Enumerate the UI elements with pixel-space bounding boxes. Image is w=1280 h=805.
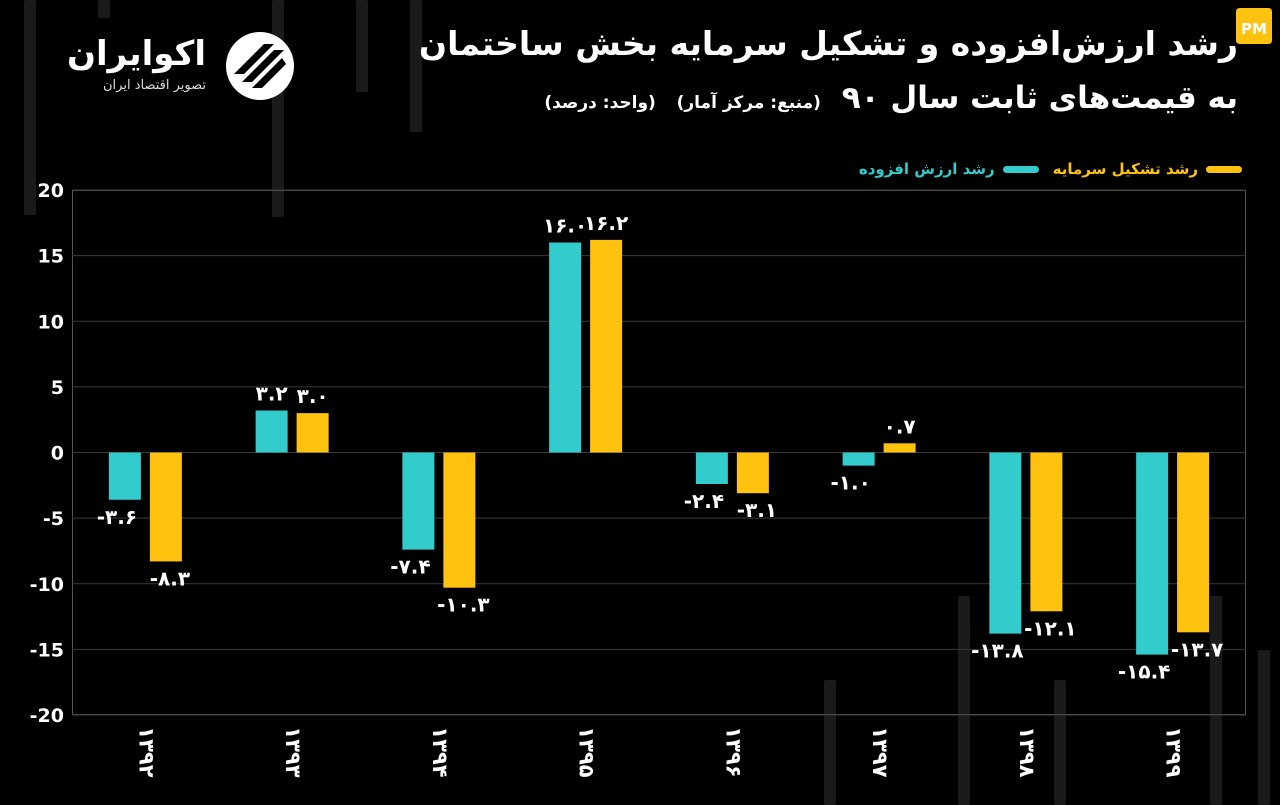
bar-value-added [549,242,582,453]
bar-value-added [402,452,435,550]
title-line-2-text: به قیمت‌های ثابت سال ۹۰ [841,80,1238,116]
bar-value-added [108,452,141,500]
data-label: -۳.۶ [97,505,137,529]
legend-label-capital-formation: رشد تشکیل سرمایه [1052,160,1198,178]
y-tick-label: 5 [51,377,64,399]
y-tick-label: -10 [30,574,64,596]
data-label: -۱.۰ [830,471,870,495]
bar-capital-formation [736,452,769,494]
x-tick-label: ۱۳۹۳ [281,726,305,777]
data-label: -۲.۴ [684,489,724,513]
chart-title: رشد ارزش‌افزوده و تشکیل سرمایه بخش ساختم… [419,20,1238,127]
y-tick-label: 10 [38,311,64,333]
y-tick-label: 20 [38,180,64,202]
data-label: ۱۶.۲ [584,211,628,235]
bar-capital-formation [883,443,916,453]
y-tick-label: 15 [38,246,64,268]
unit-note: (واحد: درصد) [544,93,656,113]
data-label: -۱۳.۸ [971,639,1024,663]
source-note: (منبع: مرکز آمار) [676,93,821,113]
bar-value-added [1136,452,1169,655]
chart-legend: رشد تشکیل سرمایه رشد ارزش افزوده [859,160,1242,178]
legend-swatch-capital-formation [1206,165,1242,173]
bar-capital-formation [1177,452,1210,633]
brand-logo-icon [226,32,294,100]
legend-item-capital-formation: رشد تشکیل سرمایه [1053,160,1242,178]
bar-value-added [695,452,728,484]
legend-label-value-added: رشد ارزش افزوده [858,160,995,178]
y-tick-label: -5 [43,508,64,530]
brand-logo-text: اکوایران تصویر اقتصاد ایران [46,34,206,93]
bar-capital-formation [1030,452,1063,612]
data-label: ۳.۲ [256,382,288,406]
data-label: -۱۰.۳ [437,593,490,617]
legend-item-value-added: رشد ارزش افزوده [859,160,1039,178]
bar-value-added [842,452,875,466]
data-label: -۱۲.۱ [1024,616,1077,640]
brand-name: اکوایران [67,34,206,74]
pm-badge-icon: PM [1236,8,1272,44]
data-label: -۱۵.۴ [1118,660,1171,684]
x-tick-label: ۱۳۹۶ [721,726,745,777]
x-tick-label: ۱۳۹۹ [1162,726,1186,777]
brand-tagline: تصویر اقتصاد ایران [103,78,206,93]
bar-value-added [255,410,288,453]
data-label: ۱۶.۰ [543,214,587,238]
bar-value-added [989,452,1022,634]
data-label: -۱۳.۷ [1171,637,1224,661]
data-label: ۳.۰ [297,384,329,408]
x-tick-label: ۱۳۹۸ [1015,726,1039,777]
data-label: -۳.۱ [737,498,777,522]
data-label: -۸.۳ [150,566,190,590]
x-tick-label: ۱۳۹۷ [868,726,892,777]
y-tick-label: -20 [30,705,64,727]
x-tick-label: ۱۳۹۲ [134,726,158,777]
data-label: ۰.۷ [884,414,916,438]
title-line-1: رشد ارزش‌افزوده و تشکیل سرمایه بخش ساختم… [418,24,1238,63]
x-tick-label: ۱۳۹۴ [428,726,452,777]
data-label: -۷.۴ [390,555,430,579]
pm-badge-label: PM [1241,20,1267,38]
bar-capital-formation [443,452,476,588]
bar-capital-formation [590,239,623,453]
y-tick-label: -15 [30,639,64,661]
title-line-2: به قیمت‌های ثابت سال ۹۰ (منبع: مرکز آمار… [419,74,1238,127]
y-tick-label: 0 [51,443,64,465]
x-tick-label: ۱۳۹۵ [575,726,599,777]
bar-capital-formation [296,413,329,453]
legend-swatch-value-added [1002,165,1039,173]
bar-capital-formation [149,452,182,562]
